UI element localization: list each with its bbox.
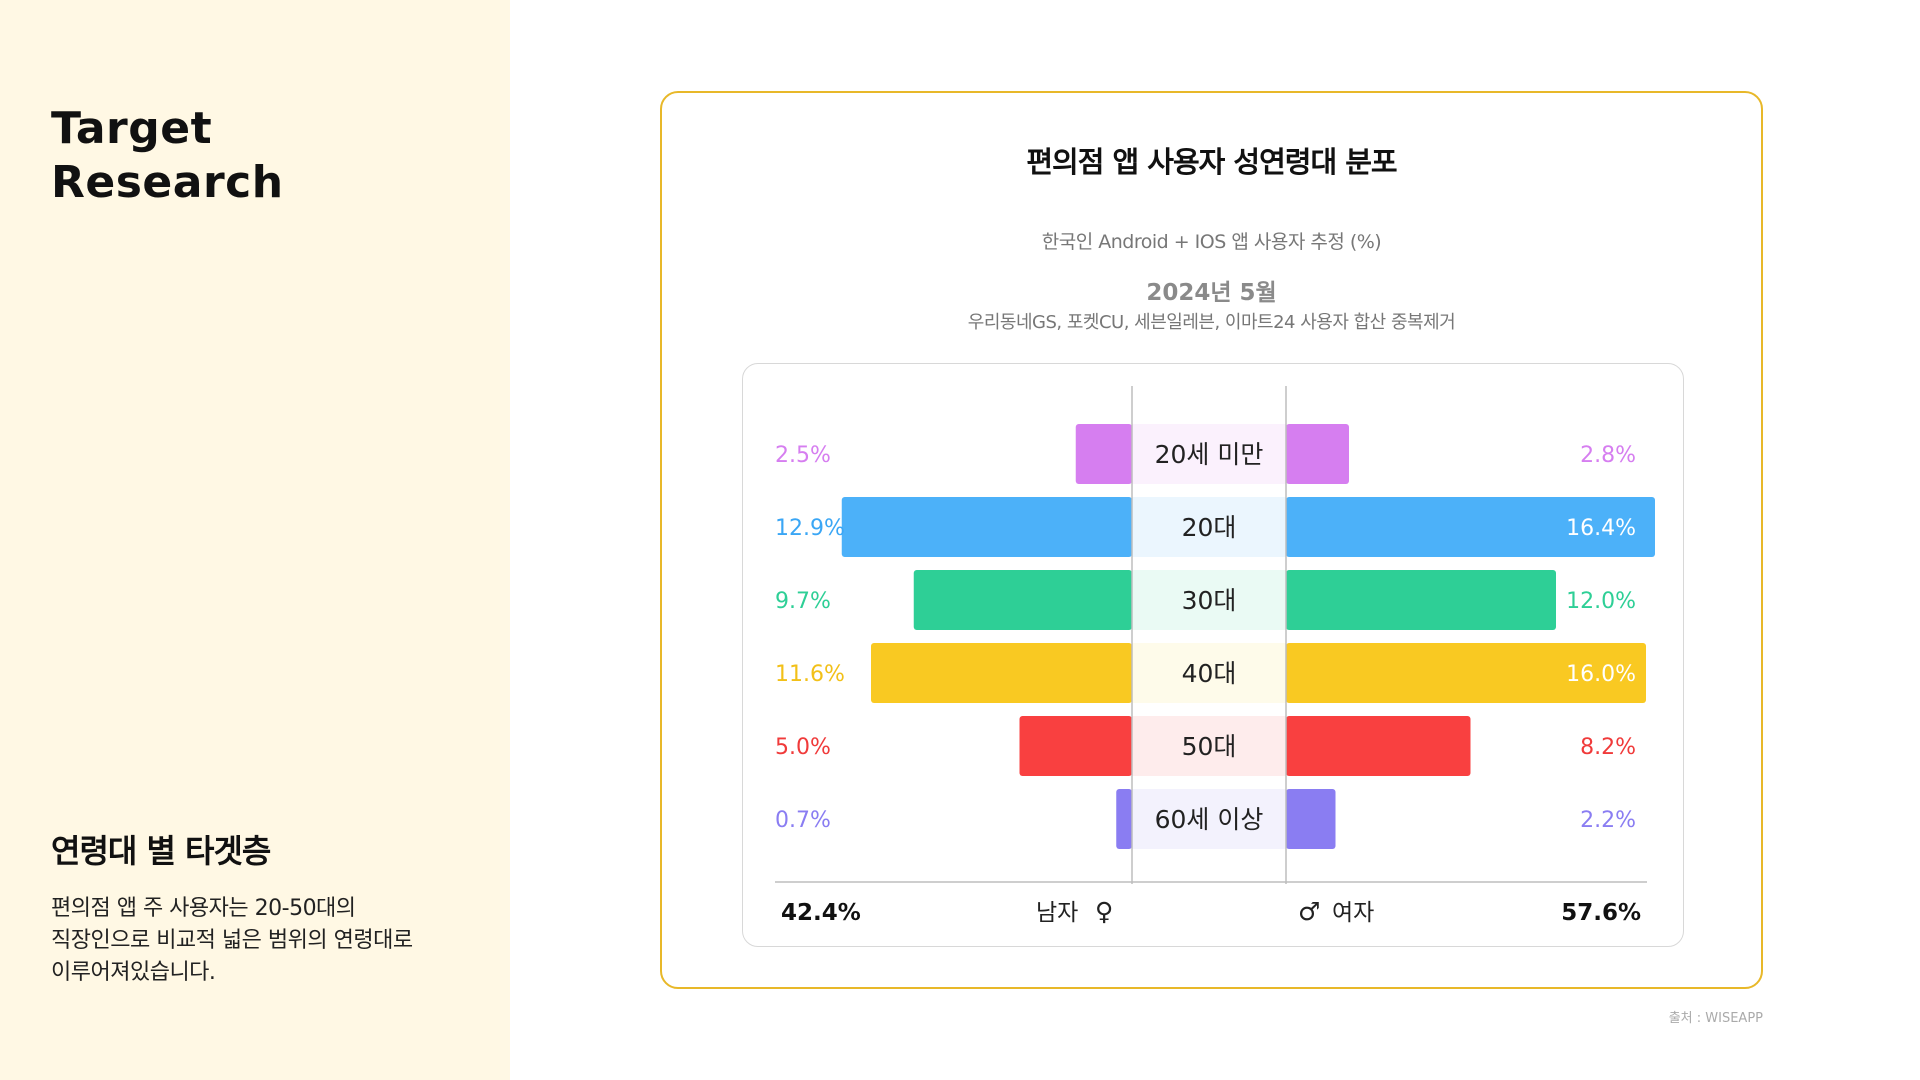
female-total: 57.6%	[1561, 900, 1641, 926]
chart-date: 2024년 5월	[1146, 280, 1277, 306]
age-cell-0	[1132, 424, 1286, 484]
source-credit: 출처 : WISEAPP	[1668, 1011, 1763, 1026]
age-cell-4	[1132, 716, 1286, 776]
female-bar-4	[1286, 716, 1471, 776]
male-value-label-1: 12.9%	[775, 516, 845, 541]
age-label-1: 20대	[1182, 513, 1237, 542]
male-value-label-4: 5.0%	[775, 735, 831, 760]
male-value-label-3: 11.6%	[775, 662, 845, 687]
male-bar-3	[871, 643, 1132, 703]
male-bar-4	[1019, 716, 1132, 776]
male-legend-label: 남자	[1036, 900, 1078, 926]
sidebar: Target Research 연령대 별 타겟층 편의점 앱 주 사용자는 2…	[0, 0, 510, 1080]
male-bar-1	[841, 497, 1132, 557]
chart-title: 편의점 앱 사용자 성연령대 분포	[1026, 145, 1397, 179]
male-value-label-0: 2.5%	[775, 443, 831, 468]
age-label-5: 60세 이상	[1155, 805, 1264, 834]
female-value-label-2: 12.0%	[1566, 589, 1636, 614]
age-cell-5	[1132, 789, 1286, 849]
female-value-label-4: 8.2%	[1580, 735, 1636, 760]
brand-title: Target Research	[51, 102, 284, 210]
description-line-1: 편의점 앱 주 사용자는 20-50대의	[51, 896, 356, 921]
female-value-label-1: 16.4%	[1566, 516, 1636, 541]
chart-subtitle: 한국인 Android + IOS 앱 사용자 추정 (%)	[1041, 231, 1382, 253]
female-bar-1	[1286, 497, 1655, 557]
age-cell-2	[1132, 570, 1286, 630]
male-total: 42.4%	[781, 900, 861, 926]
male-value-label-5: 0.7%	[775, 808, 831, 833]
section-description: 편의점 앱 주 사용자는 20-50대의 직장인으로 비교적 넓은 범위의 연령…	[51, 893, 471, 989]
male-bar-0	[1075, 424, 1132, 484]
female-bar-2	[1286, 570, 1556, 630]
description-line-3: 이루어져있습니다.	[51, 960, 216, 985]
pyramid-chart-panel: 20세 미만 2.5% 2.8% 20대 12.9% 16.4% 30대 9.7% 12.0% 4…	[742, 363, 1684, 947]
section-heading: 연령대 별 타겟층	[51, 832, 271, 870]
age-label-0: 20세 미만	[1155, 440, 1264, 469]
age-cell-3	[1132, 643, 1286, 703]
male-bar-5	[1116, 789, 1132, 849]
chart-source-apps: 우리동네GS, 포켓CU, 세븐일레븐, 이마트24 사용자 합산 중복제거	[967, 312, 1456, 333]
female-value-label-0: 2.8%	[1580, 443, 1636, 468]
female-value-label-5: 2.2%	[1580, 808, 1636, 833]
age-label-2: 30대	[1182, 586, 1237, 615]
female-bar-3	[1286, 643, 1646, 703]
brand-line-2: Research	[51, 157, 284, 208]
age-label-3: 40대	[1182, 659, 1237, 688]
female-value-label-3: 16.0%	[1566, 662, 1636, 687]
chart-card: 편의점 앱 사용자 성연령대 분포 한국인 Android + IOS 앱 사용…	[660, 91, 1763, 989]
male-value-label-2: 9.7%	[775, 589, 831, 614]
population-pyramid-chart: 20세 미만 2.5% 2.8% 20대 12.9% 16.4% 30대 9.7% 12.0% 4…	[775, 386, 1655, 926]
age-cell-1	[1132, 497, 1286, 557]
female-legend-label: 여자	[1332, 900, 1374, 926]
male-legend-symbol-icon: ♀	[1095, 897, 1113, 926]
brand-line-1: Target	[51, 103, 213, 154]
female-bar-0	[1286, 424, 1349, 484]
female-legend-symbol-icon: ♂	[1298, 897, 1320, 926]
female-bar-5	[1286, 789, 1336, 849]
description-line-2: 직장인으로 비교적 넓은 범위의 연령대로	[51, 928, 413, 953]
age-label-4: 50대	[1182, 732, 1237, 761]
male-bar-2	[913, 570, 1132, 630]
